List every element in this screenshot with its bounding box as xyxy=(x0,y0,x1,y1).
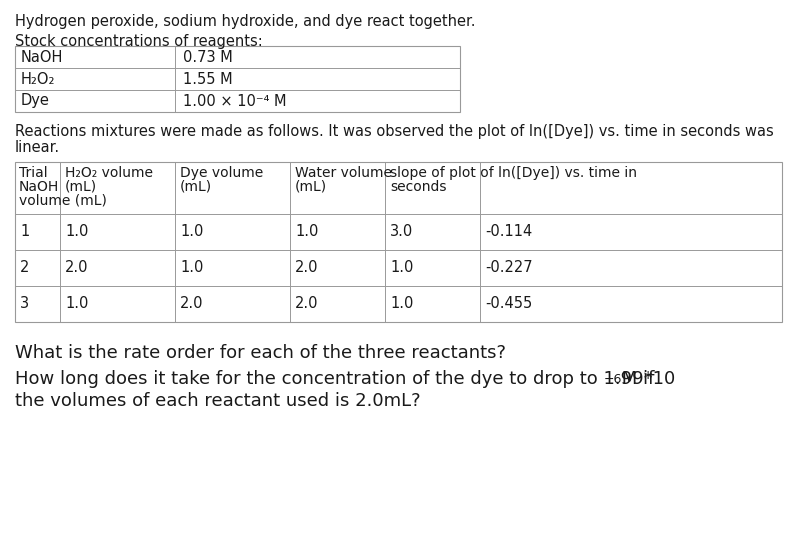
Text: 1.55 M: 1.55 M xyxy=(183,72,233,87)
Text: Stock concentrations of reagents:: Stock concentrations of reagents: xyxy=(15,34,263,49)
Text: 1.0: 1.0 xyxy=(295,224,318,239)
Text: 1.0: 1.0 xyxy=(65,296,88,312)
Text: linear.: linear. xyxy=(15,140,60,155)
Text: 2.0: 2.0 xyxy=(180,296,203,312)
Text: -0.455: -0.455 xyxy=(485,296,532,312)
Text: Water volume: Water volume xyxy=(295,166,392,180)
Text: 1.00 × 10⁻⁴ M: 1.00 × 10⁻⁴ M xyxy=(183,94,286,109)
Text: Hydrogen peroxide, sodium hydroxide, and dye react together.: Hydrogen peroxide, sodium hydroxide, and… xyxy=(15,14,476,29)
Text: -0.227: -0.227 xyxy=(485,260,532,275)
Text: 1: 1 xyxy=(20,224,29,239)
Text: H₂O₂: H₂O₂ xyxy=(21,72,56,87)
Text: NaOH: NaOH xyxy=(19,180,59,194)
Text: Dye: Dye xyxy=(21,94,50,109)
Text: the volumes of each reactant used is 2.0mL?: the volumes of each reactant used is 2.0… xyxy=(15,392,421,410)
Text: (mL): (mL) xyxy=(180,180,212,194)
Text: −6: −6 xyxy=(603,373,622,386)
Text: seconds: seconds xyxy=(390,180,446,194)
Text: 3: 3 xyxy=(20,296,29,312)
Text: (mL): (mL) xyxy=(65,180,97,194)
Text: 1.0: 1.0 xyxy=(390,260,414,275)
Text: 1.0: 1.0 xyxy=(180,224,203,239)
Text: 0.73 M: 0.73 M xyxy=(183,49,233,65)
Text: M if: M if xyxy=(615,370,654,388)
Text: 2.0: 2.0 xyxy=(295,260,319,275)
Bar xyxy=(15,162,782,322)
Text: -0.114: -0.114 xyxy=(485,224,532,239)
Text: Dye volume: Dye volume xyxy=(180,166,263,180)
Text: 2.0: 2.0 xyxy=(295,296,319,312)
Text: NaOH: NaOH xyxy=(21,49,64,65)
Text: Reactions mixtures were made as follows. It was observed the plot of ln([Dye]) v: Reactions mixtures were made as follows.… xyxy=(15,124,774,139)
Text: H₂O₂ volume: H₂O₂ volume xyxy=(65,166,153,180)
Text: slope of plot of ln([Dye]) vs. time in: slope of plot of ln([Dye]) vs. time in xyxy=(390,166,637,180)
Text: 1.0: 1.0 xyxy=(390,296,414,312)
Text: (mL): (mL) xyxy=(295,180,327,194)
Bar xyxy=(15,46,460,112)
Text: Trial: Trial xyxy=(19,166,48,180)
Text: 3.0: 3.0 xyxy=(390,224,414,239)
Text: How long does it take for the concentration of the dye to drop to 1.99*10: How long does it take for the concentrat… xyxy=(15,370,675,388)
Text: 1.0: 1.0 xyxy=(65,224,88,239)
Text: 2.0: 2.0 xyxy=(65,260,88,275)
Text: 1.0: 1.0 xyxy=(180,260,203,275)
Text: What is the rate order for each of the three reactants?: What is the rate order for each of the t… xyxy=(15,344,506,362)
Text: 2: 2 xyxy=(20,260,29,275)
Text: volume (mL): volume (mL) xyxy=(19,194,107,208)
